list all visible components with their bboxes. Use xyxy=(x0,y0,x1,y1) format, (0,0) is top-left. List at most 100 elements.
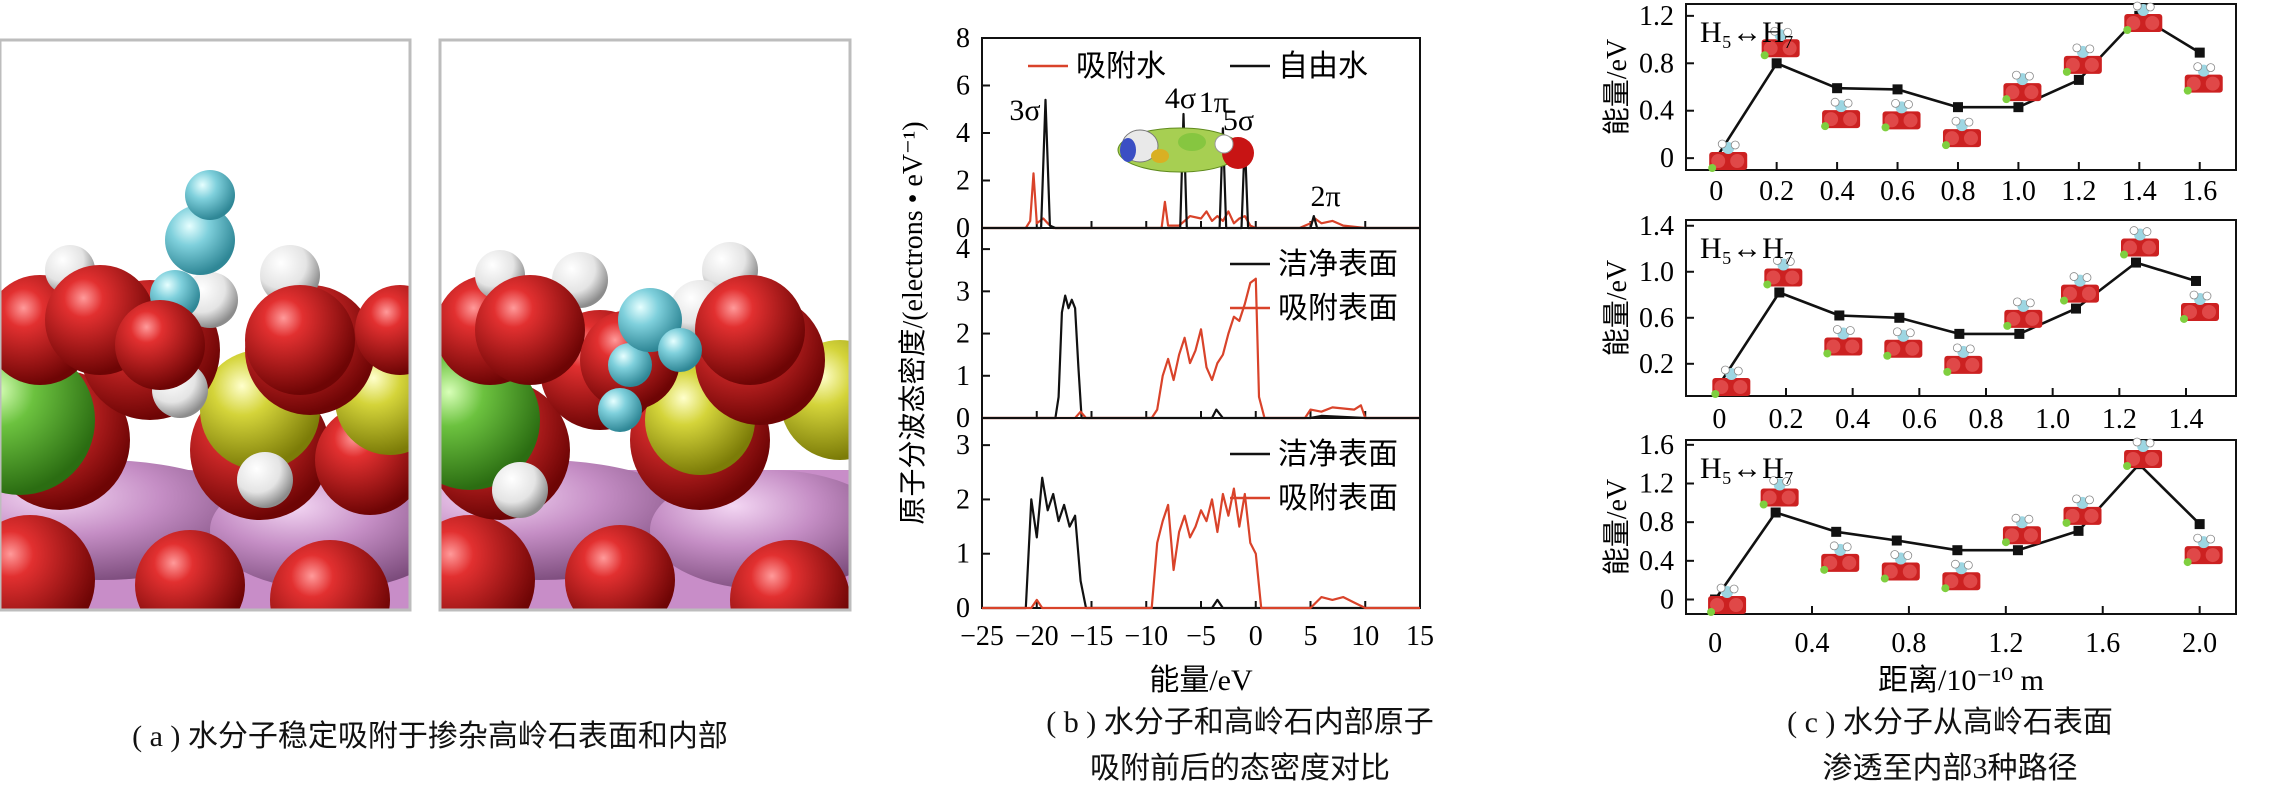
molecule-snapshot-icon xyxy=(1711,154,1726,168)
molecule-snapshot-icon xyxy=(1884,113,1899,128)
panel-a xyxy=(0,30,880,620)
molecule-snapshot-icon xyxy=(2006,311,2021,326)
molecule-snapshot-icon xyxy=(1708,139,1748,172)
energy-path-point-0 xyxy=(1771,58,1782,69)
molecule-snapshot-icon xyxy=(1843,98,1853,108)
panel-c-caption-line1: ( c ) 水分子从高岭石表面 xyxy=(1787,706,2113,739)
molecule-snapshot-icon xyxy=(2120,226,2159,259)
molecule-snapshot-icon xyxy=(1707,608,1716,616)
energy-path-point-1 xyxy=(1834,310,1845,321)
dos-y-tick-label-2: 3 xyxy=(956,430,970,461)
dos-y-tick-label-2: 1 xyxy=(956,539,970,570)
molecule-snapshot-icon xyxy=(2005,85,2020,100)
molecule-snapshot-icon xyxy=(2202,304,2216,319)
path-y-axis-label-1: 能量/eV xyxy=(1601,260,1633,356)
molecule-snapshot-icon xyxy=(1733,380,1748,394)
energy-path-point-1 xyxy=(1774,287,1785,298)
molecule-snapshot-icon xyxy=(2062,67,2071,76)
molecule-snapshot-icon xyxy=(1759,476,1799,509)
path-x-tick-label-2: 0.8 xyxy=(1891,628,1926,659)
molecule-snapshot-icon xyxy=(1730,140,1740,150)
molecule-snapshot-icon xyxy=(1824,112,1839,127)
panel-b-caption-line2: 吸附前后的态密度对比 xyxy=(1090,752,1390,785)
molecule-snapshot-icon xyxy=(2180,290,2219,323)
path-x-tick-label-0: 1.4 xyxy=(2122,176,2157,207)
dos-x-tick-label: 15 xyxy=(1406,621,1434,652)
charge-density-inset xyxy=(1117,127,1254,173)
molecule-snapshot-icon xyxy=(2001,538,2010,547)
dos-orbital-label: 3σ xyxy=(1009,94,1040,127)
molecule-snapshot-icon xyxy=(1950,559,1960,569)
molecule-snapshot-icon xyxy=(2082,273,2092,282)
molecule-snapshot-icon xyxy=(2183,62,2223,95)
path-y-tick-label-2: 0 xyxy=(1660,585,1674,616)
molecule-snapshot-icon xyxy=(1820,565,1829,574)
molecule-snapshot-icon xyxy=(2120,250,2128,259)
energy-path-point-2 xyxy=(1770,507,1781,518)
molecule-snapshot-icon xyxy=(1963,131,1978,146)
snapshots-row-1 xyxy=(1711,226,2219,398)
molecule-snapshot-icon xyxy=(1881,123,1890,132)
molecule-snapshot-icon xyxy=(1902,564,1917,579)
path-x-tick-label-1: 0.2 xyxy=(1769,404,1804,435)
snapshots-row-0 xyxy=(1708,1,2223,172)
molecule-snapshot-icon xyxy=(1762,490,1777,505)
dos-orbital-label: 2π xyxy=(1311,180,1341,213)
panel-c-caption-line2: 渗透至内部3种路径 xyxy=(1822,752,2078,785)
molecule-snapshot-icon xyxy=(2142,227,2152,236)
molecule-snapshot-icon xyxy=(2183,86,2192,95)
molecule-snapshot-icon xyxy=(2069,272,2079,281)
energy-path-point-1 xyxy=(2131,257,2141,268)
molecule-snapshot-icon xyxy=(2123,462,2132,470)
molecule-snapshot-icon xyxy=(2085,44,2095,54)
molecule-snapshot-icon xyxy=(2206,63,2216,73)
energy-path-point-2 xyxy=(1831,526,1842,537)
molecule-snapshot-icon xyxy=(1965,344,1975,354)
molecule-snapshot-icon xyxy=(2082,286,2096,301)
molecule-snapshot-icon xyxy=(2205,76,2220,91)
path-x-tick-label-0: 1.6 xyxy=(2182,176,2217,207)
molecule-snapshot-icon xyxy=(1886,341,1901,356)
molecule-snapshot-icon xyxy=(2060,296,2068,305)
energy-path-point-2 xyxy=(2073,525,2084,536)
molecule-snapshot-icon xyxy=(1785,270,1800,285)
path-x-tick-label-2: 2.0 xyxy=(2182,628,2217,659)
dos-x-tick-label: −20 xyxy=(1015,621,1059,652)
path-x-tick-label-2: 1.6 xyxy=(2085,628,2120,659)
molecule-snapshot-icon xyxy=(1843,112,1858,127)
molecule-snapshot-icon xyxy=(1963,560,1973,570)
path-x-tick-label-2: 0 xyxy=(1708,628,1722,659)
molecule-snapshot-icon xyxy=(2126,16,2141,30)
dos-y-tick-label-1: 2 xyxy=(956,319,970,350)
molecule-snapshot-icon xyxy=(2123,1,2163,34)
molecule-snapshot-icon xyxy=(2123,26,2132,34)
snapshots-row-2 xyxy=(1707,437,2223,616)
molecule-snapshot-icon xyxy=(1708,164,1717,172)
path-label-1: H₅↔H₇ xyxy=(1700,232,1794,265)
energy-path-point-0 xyxy=(2013,102,2024,113)
path-y-tick-label-0: 0.8 xyxy=(1639,48,1674,79)
legend-label-clean-surface-2: 洁净表面 xyxy=(1278,438,1398,471)
energy-path-point-0 xyxy=(1832,83,1843,94)
molecule-snapshot-icon xyxy=(1903,113,1918,128)
path-y-tick-label-1: 0.6 xyxy=(1639,303,1674,334)
molecule-snapshot-icon xyxy=(1781,490,1796,505)
molecule-snapshot-icon xyxy=(1733,366,1743,376)
path-x-tick-label-0: 0.2 xyxy=(1759,176,1794,207)
molecule-snapshot-icon xyxy=(1820,541,1860,574)
molecule-snapshot-icon xyxy=(2145,16,2160,30)
legend-label-clean-surface-1: 洁净表面 xyxy=(1278,248,1398,281)
path-x-tick-label-0: 1.2 xyxy=(2061,176,2096,207)
dos-y-tick-label-1: 4 xyxy=(956,234,970,265)
molecule-snapshot-icon xyxy=(2145,438,2155,448)
dos-y-tick-label-0: 2 xyxy=(956,166,970,197)
panel-b-caption-line1: ( b ) 水分子和高岭石内部原子 xyxy=(1046,706,1434,739)
molecule-snapshot-icon xyxy=(1782,41,1797,56)
energy-path-point-2 xyxy=(2012,545,2023,556)
molecule-snapshot-icon xyxy=(2183,304,2197,319)
molecule-snapshot-icon xyxy=(2129,226,2139,235)
molecule-snapshot-icon xyxy=(1845,339,1860,354)
molecule-snapshot-icon xyxy=(1760,51,1769,60)
path-y-tick-label-2: 0.8 xyxy=(1639,507,1674,538)
path-x-tick-label-2: 1.2 xyxy=(1988,628,2023,659)
